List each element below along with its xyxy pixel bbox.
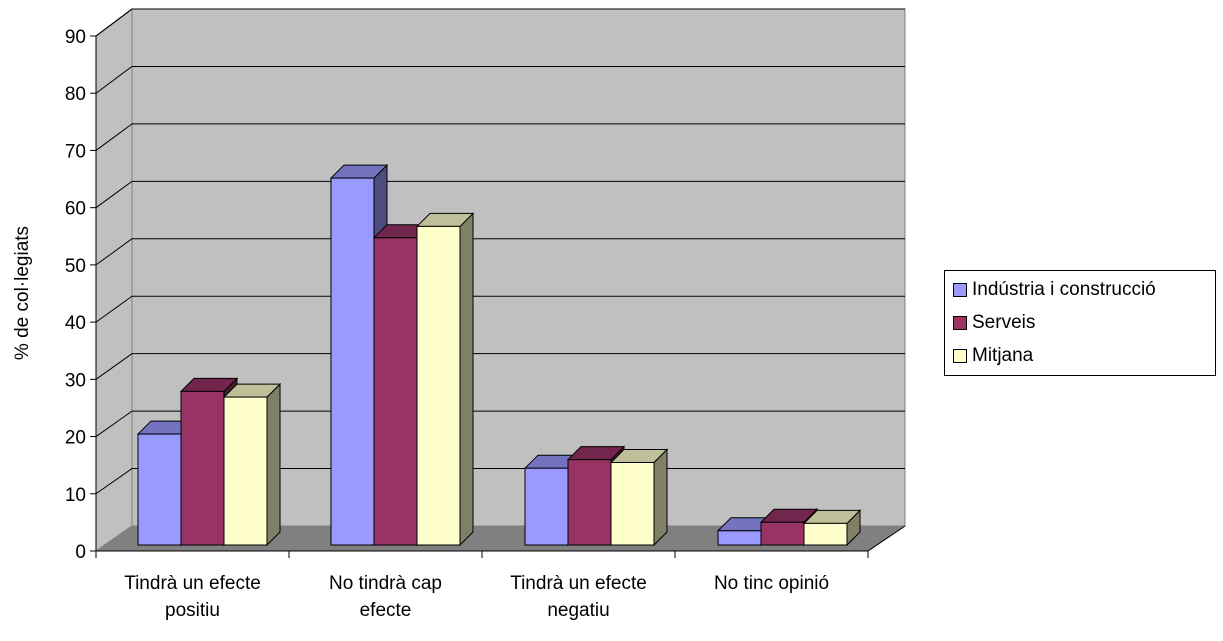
y-tick-label: 50 <box>65 256 86 277</box>
y-tick-label: 30 <box>65 370 86 391</box>
bar-side <box>266 382 281 547</box>
bar <box>717 530 762 546</box>
gridline <box>95 353 905 380</box>
bar <box>137 433 182 546</box>
x-tick-label: No tinc opinió <box>714 573 829 594</box>
bar <box>803 522 848 546</box>
x-tick-label: No tindrà cap <box>329 573 442 594</box>
legend-swatch <box>953 349 967 363</box>
y-tick-label: 70 <box>65 141 86 162</box>
y-tick-label: 10 <box>65 485 86 506</box>
bar-side <box>459 212 474 547</box>
bar <box>330 177 375 546</box>
bar <box>373 237 418 546</box>
bar <box>180 390 225 546</box>
gridline <box>95 123 905 151</box>
y-tick-label: 0 <box>75 542 86 563</box>
gridline <box>95 180 905 209</box>
bar <box>567 459 612 546</box>
legend-item-mitjana: Mitjana <box>953 343 1033 369</box>
y-tick-label: 90 <box>65 27 86 48</box>
y-axis-label: % de col·legiats <box>12 226 33 360</box>
legend-item-industria: Indústria i construcció <box>953 277 1156 303</box>
y-tick-label: 20 <box>65 428 86 449</box>
bar <box>610 462 655 546</box>
y-tick-label: 60 <box>65 199 86 220</box>
y-tick-label: 40 <box>65 313 86 334</box>
legend: Indústria i construcció Serveis Mitjana <box>944 270 1216 376</box>
x-tick-label: negatiu <box>547 600 609 621</box>
legend-swatch <box>953 283 967 297</box>
x-tick-label: Tindrà un efecte <box>510 573 647 594</box>
x-tick-label: Tindrà un efecte <box>124 573 261 594</box>
legend-label: Serveis <box>972 312 1036 333</box>
x-tick-label: efecte <box>360 600 412 621</box>
gridline <box>95 410 905 437</box>
y-axis-top-edge <box>95 8 133 37</box>
bar <box>223 396 268 546</box>
legend-swatch <box>953 316 967 330</box>
chart-side-wall <box>95 8 133 552</box>
legend-label: Indústria i construcció <box>972 279 1156 300</box>
gridline <box>95 295 905 323</box>
x-axis-depth-edge <box>867 525 906 552</box>
gridline <box>95 238 905 266</box>
bar <box>760 521 805 546</box>
bar <box>416 225 461 546</box>
bar <box>524 467 569 546</box>
legend-item-serveis: Serveis <box>953 310 1035 336</box>
bar-side <box>653 448 668 547</box>
gridline <box>95 65 905 94</box>
x-tick-label: positiu <box>165 600 220 621</box>
y-tick-label: 80 <box>65 84 86 105</box>
legend-label: Mitjana <box>972 345 1034 366</box>
